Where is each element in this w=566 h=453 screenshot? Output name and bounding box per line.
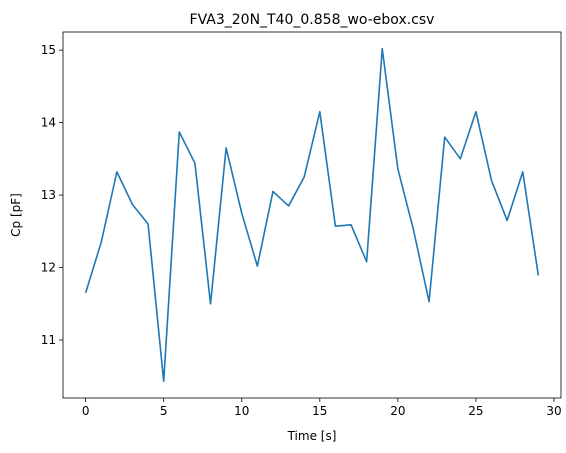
series-layer bbox=[84, 47, 540, 383]
plot-area bbox=[62, 31, 562, 399]
x-axis: 0 5 10 15 20 25 30 bbox=[82, 398, 562, 418]
y-tick-label: 12 bbox=[41, 261, 56, 275]
y-axis: 11 12 13 14 15 bbox=[41, 43, 63, 347]
chart-title: FVA3_20N_T40_0.858_wo-ebox.csv bbox=[190, 12, 435, 28]
y-tick-label: 13 bbox=[41, 188, 56, 202]
y-tick-label: 14 bbox=[41, 116, 56, 130]
x-axis-label: Time [s] bbox=[287, 429, 337, 443]
y-axis-label: Cp [pF] bbox=[9, 193, 23, 237]
x-tick-label: 25 bbox=[468, 404, 483, 418]
x-tick-label: 10 bbox=[234, 404, 249, 418]
x-tick-label: 0 bbox=[82, 404, 90, 418]
y-tick-label: 15 bbox=[41, 43, 56, 57]
x-tick-label: 15 bbox=[312, 404, 327, 418]
x-tick-label: 30 bbox=[546, 404, 561, 418]
x-tick-label: 20 bbox=[390, 404, 405, 418]
x-tick-label: 5 bbox=[160, 404, 168, 418]
series-line bbox=[84, 47, 540, 383]
y-tick-label: 11 bbox=[41, 333, 56, 347]
